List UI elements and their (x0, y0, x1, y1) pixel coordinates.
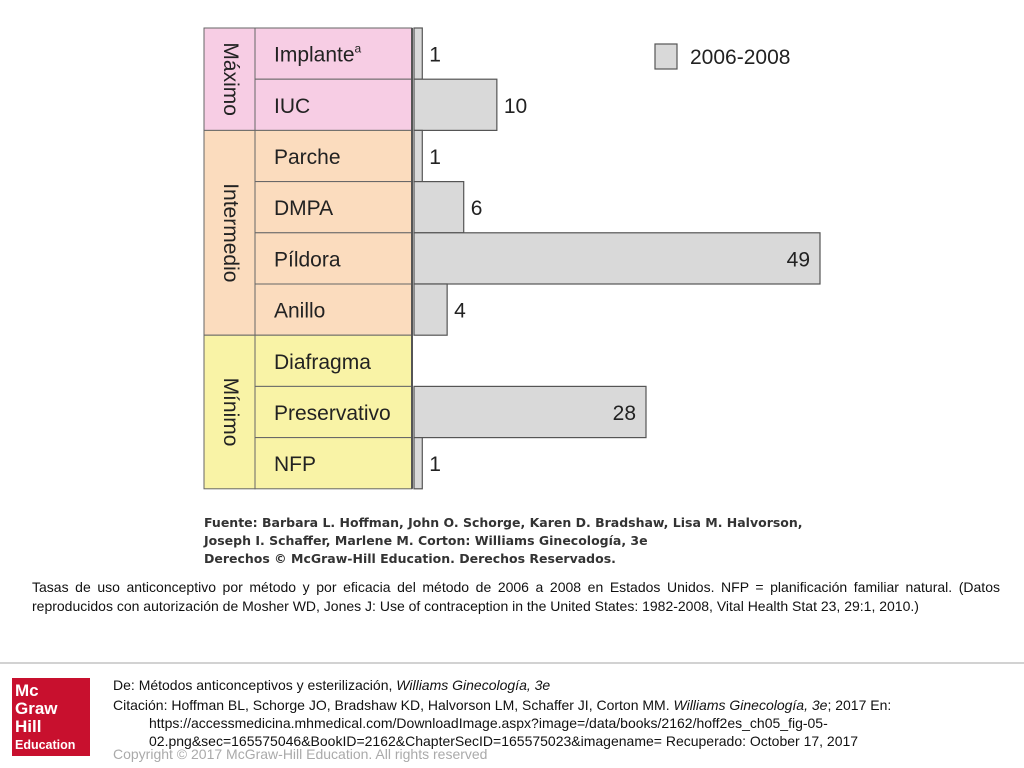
footer-divider (0, 662, 1024, 664)
mcgraw-hill-logo: Mc Graw Hill Education (12, 678, 90, 756)
value-label-nfp: 1 (429, 453, 441, 476)
citation-prefix: Citación: Hoffman BL, Schorge JO, Bradsh… (113, 697, 674, 713)
citation-book: Williams Ginecología, 3e (673, 697, 828, 713)
logo-line-2: Graw (15, 699, 58, 718)
value-label-preservativo: 28 (613, 402, 636, 425)
value-label-dmpa: 6 (471, 197, 483, 220)
source-line: Fuente: Barbara L. Hoffman, John O. Scho… (204, 515, 803, 530)
category-label-pildora: Píldora (274, 248, 341, 271)
category-label-iuc: IUC (274, 95, 310, 118)
bar-iuc (413, 78, 498, 131)
value-label-iuc: 10 (504, 95, 527, 118)
value-label-anillo: 4 (454, 300, 466, 323)
source-chapter: De: Métodos anticonceptivos y esteriliza… (113, 676, 550, 694)
group-band-maximo (203, 27, 256, 131)
from-prefix: De: (113, 677, 139, 693)
category-label-implante: Implantea (274, 42, 362, 67)
row-cell-iuc (254, 78, 413, 131)
group-band-minimo (203, 334, 256, 490)
citation: Citación: Hoffman BL, Schorge JO, Bradsh… (113, 696, 1003, 750)
value-label-pildora: 49 (787, 248, 810, 271)
contraceptive-use-chart: Máximo Implantea 1 IUC 10 Intermedio Parche 1 DM… (203, 27, 821, 566)
source-line: Derechos © McGraw-Hill Education. Derech… (204, 551, 616, 566)
legend-swatch (654, 43, 678, 70)
row-cell-nfp (254, 437, 413, 490)
category-label-nfp: NFP (274, 453, 316, 476)
bar-preservativo (413, 385, 647, 439)
row-cell-diafragma (254, 334, 413, 387)
figure-caption: Tasas de uso anticonceptivo por método y… (32, 579, 1000, 614)
logo-line-3: Hill (15, 717, 42, 736)
citation-url[interactable]: https://accessmedicina.mhmedical.com/Dow… (149, 715, 859, 749)
category-label-anillo: Anillo (274, 300, 325, 323)
bar-anillo (413, 283, 448, 336)
category-label-dmpa: DMPA (274, 197, 333, 220)
row-cell-anillo (254, 283, 413, 336)
group-label-intermedio: Intermedio (219, 183, 242, 282)
citation-rest: ; 2017 En: (827, 697, 892, 713)
group-label-maximo: Máximo (219, 42, 242, 116)
legend-label: 2006-2008 (690, 46, 790, 69)
category-label-parche: Parche (274, 146, 341, 169)
row-cell-pildora (254, 232, 413, 285)
from-chapter: Métodos anticonceptivos y esterilización… (138, 677, 397, 693)
source-line: Joseph I. Schaffer, Marlene M. Corton: W… (203, 533, 648, 548)
value-label-implante: 1 (429, 44, 441, 67)
category-label-preservativo: Preservativo (274, 402, 391, 425)
bar-nfp (413, 437, 423, 490)
bar-implante (413, 27, 423, 80)
bar-pildora (413, 232, 821, 285)
category-label-diafragma: Diafragma (274, 351, 371, 374)
logo-line-1: Mc (15, 681, 39, 700)
bar-dmpa (413, 181, 465, 234)
group-label-minimo: Mínimo (219, 378, 242, 447)
row-cell-implante (254, 27, 413, 80)
bar-parche (413, 129, 423, 183)
value-label-parche: 1 (429, 146, 441, 169)
logo-line-4: Education (15, 738, 76, 752)
from-book: Williams Ginecología, 3e (396, 677, 551, 693)
copyright-notice: Copyright © 2017 McGraw-Hill Education. … (113, 746, 488, 762)
